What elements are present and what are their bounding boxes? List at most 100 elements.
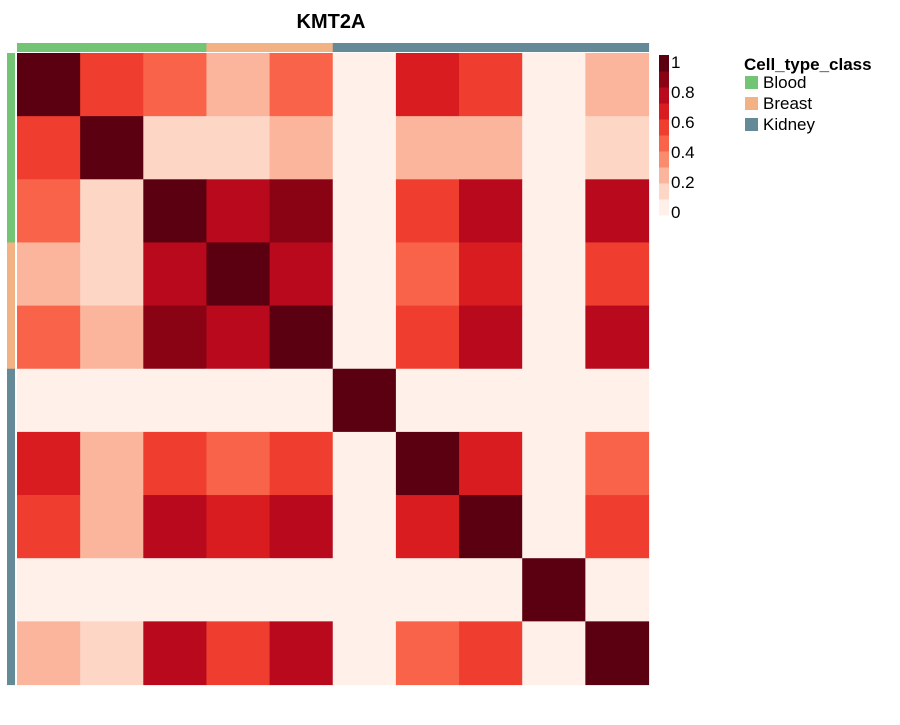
color-scale-step-8 — [659, 71, 669, 88]
heatmap-cell-r6-c0 — [17, 431, 81, 496]
legend-swatch-breast — [745, 97, 758, 110]
heatmap-cell-r9-c0 — [17, 621, 81, 686]
heatmap-cell-r9-c8 — [522, 621, 586, 686]
heatmap-cell-r7-c5 — [332, 495, 397, 559]
color-scale-tick-0: 1 — [671, 53, 680, 72]
color-scale-step-7 — [659, 87, 669, 104]
heatmap-cell-r3-c8 — [522, 242, 586, 307]
heatmap-cell-r4-c2 — [143, 305, 208, 370]
cell-type-legend: Cell_type_class Blood Breast Kidney — [744, 55, 872, 134]
heatmap-cell-r1-c8 — [522, 116, 586, 180]
heatmap-cell-r5-c2 — [143, 368, 208, 433]
color-scale-step-6 — [659, 103, 669, 120]
heatmap-cell-r9-c5 — [332, 621, 397, 686]
heatmap-cell-r0-c2 — [143, 53, 208, 117]
legend-title: Cell_type_class — [744, 55, 872, 74]
heatmap-cell-r0-c9 — [585, 53, 650, 117]
heatmap-cell-r7-c1 — [80, 495, 144, 559]
row-annotation-2 — [7, 179, 15, 244]
heatmap-cell-r2-c5 — [332, 179, 397, 244]
row-annotation-6 — [7, 431, 15, 496]
color-scale-tick-3: 0.4 — [671, 143, 695, 162]
column-annotation-9 — [585, 43, 650, 52]
heatmap-cell-r4-c8 — [522, 305, 586, 370]
row-annotation-9 — [7, 621, 15, 686]
heatmap-cell-r4-c9 — [585, 305, 650, 370]
heatmap-cell-r5-c4 — [269, 368, 334, 433]
row-annotation-3 — [7, 242, 15, 307]
heatmap-cell-r0-c1 — [80, 53, 144, 117]
heatmap-cell-r4-c3 — [206, 305, 271, 370]
heatmap-cells — [17, 53, 650, 686]
heatmap-cell-r6-c6 — [395, 431, 460, 496]
column-annotation-2 — [143, 43, 208, 52]
heatmap-cell-r4-c6 — [395, 305, 460, 370]
heatmap-cell-r3-c0 — [17, 242, 81, 307]
heatmap-cell-r8-c6 — [395, 558, 460, 622]
heatmap-cell-r1-c3 — [206, 116, 271, 180]
legend-label-blood: Blood — [763, 73, 806, 92]
heatmap-cell-r2-c8 — [522, 179, 586, 244]
heatmap-cell-r5-c1 — [80, 368, 144, 433]
heatmap-cell-r1-c1 — [80, 116, 144, 180]
heatmap-cell-r4-c5 — [332, 305, 397, 370]
heatmap-cell-r2-c9 — [585, 179, 650, 244]
heatmap-cell-r8-c3 — [206, 558, 271, 622]
row-annotation-1 — [7, 116, 15, 180]
heatmap-cell-r4-c0 — [17, 305, 81, 370]
color-scale-bar — [659, 55, 669, 216]
heatmap-cell-r9-c7 — [459, 621, 523, 686]
color-scale-ticks: 1 0.8 0.6 0.4 0.2 0 — [671, 53, 695, 222]
heatmap-cell-r7-c8 — [522, 495, 586, 559]
heatmap-cell-r5-c9 — [585, 368, 650, 433]
chart-title: KMT2A — [297, 11, 366, 33]
color-scale-tick-1: 0.8 — [671, 83, 695, 102]
row-annotation-bar — [7, 53, 15, 686]
heatmap-cell-r6-c7 — [459, 431, 523, 496]
row-annotation-5 — [7, 368, 15, 433]
heatmap-cell-r8-c1 — [80, 558, 144, 622]
heatmap-cell-r8-c8 — [522, 558, 586, 622]
color-scale-step-3 — [659, 151, 669, 168]
heatmap-cell-r3-c5 — [332, 242, 397, 307]
heatmap-cell-r7-c9 — [585, 495, 650, 559]
heatmap-cell-r8-c9 — [585, 558, 650, 622]
column-annotation-4 — [269, 43, 334, 52]
heatmap-cell-r8-c0 — [17, 558, 81, 622]
heatmap-cell-r8-c4 — [269, 558, 334, 622]
heatmap-cell-r7-c6 — [395, 495, 460, 559]
legend-label-breast: Breast — [763, 94, 812, 113]
heatmap-cell-r9-c4 — [269, 621, 334, 686]
heatmap-cell-r2-c0 — [17, 179, 81, 244]
heatmap-cell-r9-c9 — [585, 621, 650, 686]
heatmap-cell-r7-c4 — [269, 495, 334, 559]
row-annotation-0 — [7, 53, 15, 117]
heatmap-cell-r2-c2 — [143, 179, 208, 244]
heatmap-cell-r9-c6 — [395, 621, 460, 686]
heatmap-cell-r7-c0 — [17, 495, 81, 559]
heatmap-cell-r7-c3 — [206, 495, 271, 559]
heatmap-cell-r3-c4 — [269, 242, 334, 307]
color-scale-step-4 — [659, 135, 669, 152]
color-scale-step-9 — [659, 55, 669, 72]
heatmap-cell-r3-c2 — [143, 242, 208, 307]
color-scale-step-0 — [659, 199, 669, 216]
heatmap-cell-r6-c2 — [143, 431, 208, 496]
heatmap-cell-r5-c0 — [17, 368, 81, 433]
heatmap-cell-r2-c1 — [80, 179, 144, 244]
heatmap-cell-r0-c5 — [332, 53, 397, 117]
heatmap-cell-r4-c1 — [80, 305, 144, 370]
heatmap-cell-r5-c8 — [522, 368, 586, 433]
heatmap-cell-r3-c9 — [585, 242, 650, 307]
heatmap-cell-r7-c7 — [459, 495, 523, 559]
legend-label-kidney: Kidney — [763, 115, 815, 134]
row-annotation-4 — [7, 305, 15, 370]
column-annotation-8 — [522, 43, 586, 52]
legend-swatch-blood — [745, 76, 758, 89]
heatmap-cell-r0-c7 — [459, 53, 523, 117]
heatmap-cell-r9-c2 — [143, 621, 208, 686]
heatmap-cell-r8-c5 — [332, 558, 397, 622]
color-scale-step-1 — [659, 183, 669, 200]
heatmap-cell-r3-c1 — [80, 242, 144, 307]
